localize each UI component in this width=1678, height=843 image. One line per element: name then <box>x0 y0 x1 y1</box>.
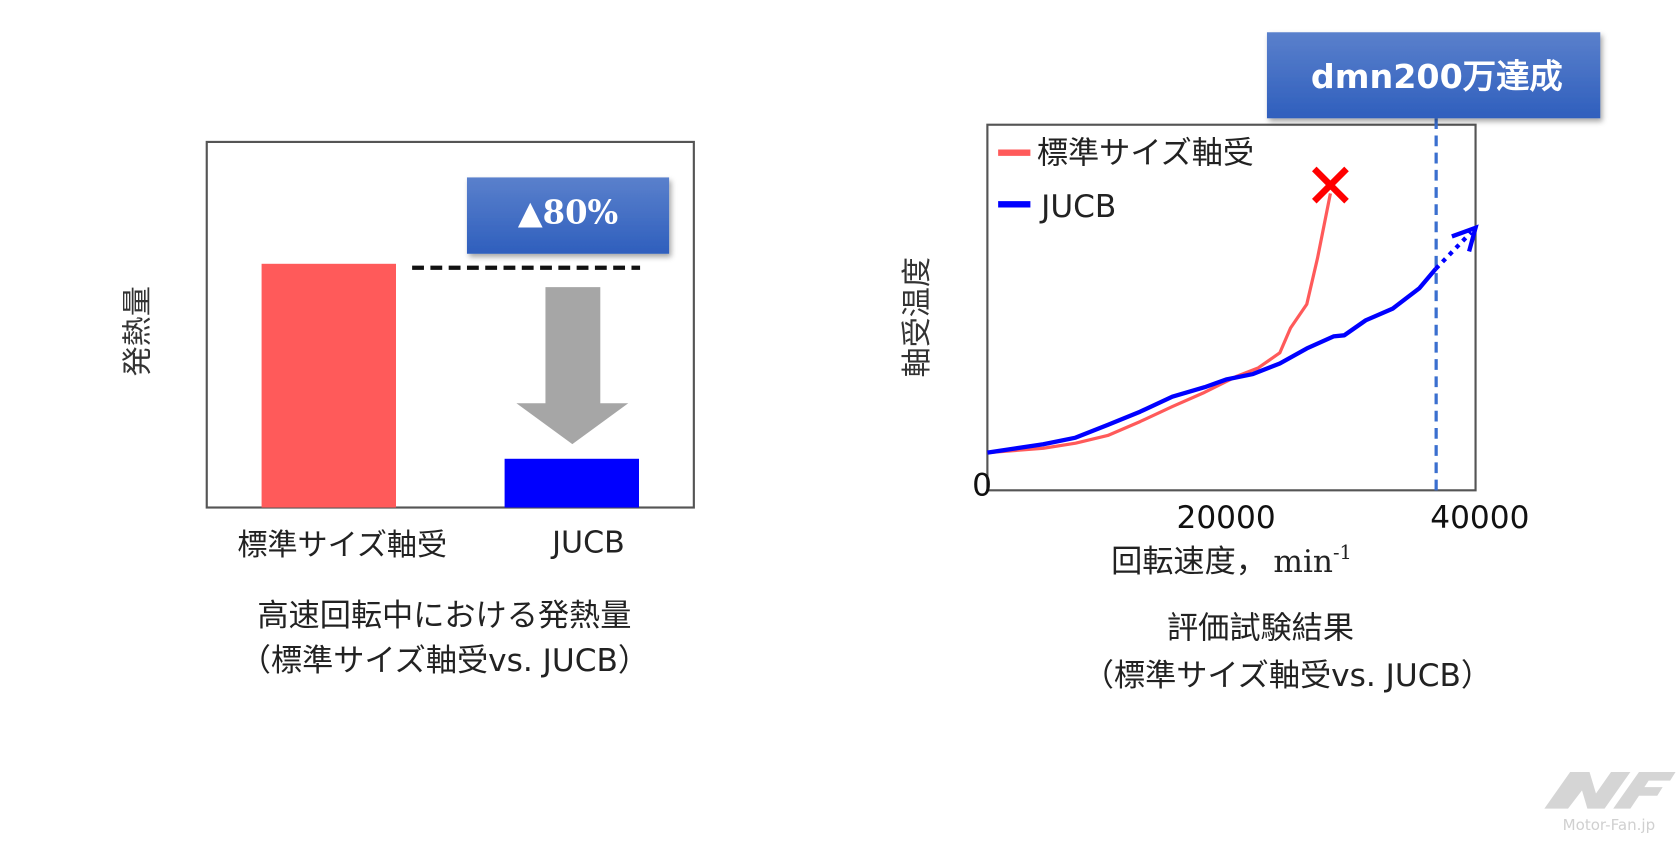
plot-frame <box>986 123 1477 492</box>
x-tick-label: 20000 <box>1177 500 1276 536</box>
x-tick-label: 40000 <box>1430 500 1529 536</box>
heat-generation-bar-chart: ▲80% 発熱量 標準サイズ軸受 JUCB 高速回転中における発熱量 （標準サイ… <box>121 140 695 679</box>
dmn-callout <box>1266 32 1601 119</box>
failure-cross-icon <box>1311 166 1349 204</box>
bar-standard <box>261 263 396 508</box>
y-axis-label: 軸受温度 <box>900 257 935 377</box>
category-label-jucb: JUCB <box>550 526 625 561</box>
y-axis-label: 発熱量 <box>121 286 156 376</box>
down-arrow-icon <box>516 287 629 445</box>
extrapolation-dotted-line <box>1434 230 1473 271</box>
bar-jucb <box>504 458 640 508</box>
motor-fan-logo: Motor-Fan.jp <box>1544 772 1676 834</box>
reduction-callout <box>466 177 670 254</box>
line-chart-title: 評価試験結果 <box>1167 611 1354 647</box>
line-chart-subtitle: （標準サイズ軸受vs. JUCB） <box>1083 658 1492 694</box>
y-origin-label: 0 <box>972 468 992 504</box>
series-line-jucb <box>987 267 1438 455</box>
bar-chart-subtitle: （標準サイズ軸受vs. JUCB） <box>240 643 649 679</box>
dmn-callout-label: dmn200万達成 <box>1311 57 1563 96</box>
logo-text: Motor-Fan.jp <box>1563 816 1656 834</box>
bearing-temperature-line-chart: dmn200万達成 標準サイズ軸受 JUCB 0 20000 40000 回転速度… <box>900 32 1601 694</box>
legend-label-jucb: JUCB <box>1039 189 1116 225</box>
x-axis-label: 回転速度， min-1 <box>1111 541 1352 580</box>
reduction-label: ▲80% <box>518 194 618 232</box>
series-line-standard <box>987 193 1332 455</box>
bar-chart-title: 高速回転中における発熱量 <box>257 598 631 634</box>
legend-label-standard: 標準サイズ軸受 <box>1037 135 1254 171</box>
arrow-head-icon <box>1451 224 1479 253</box>
category-label-standard: 標準サイズ軸受 <box>237 528 447 563</box>
